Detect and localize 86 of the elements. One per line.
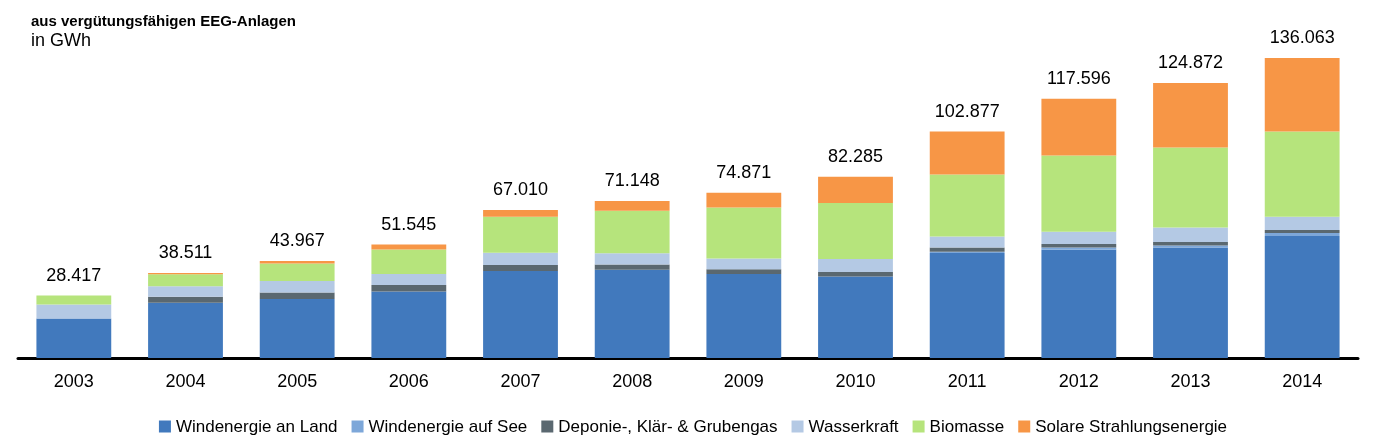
bar [148, 302, 223, 358]
bar [259, 280, 335, 293]
bar [371, 285, 447, 292]
x-tick-label: 2007 [500, 371, 541, 391]
bar [706, 258, 782, 270]
bar [1153, 147, 1228, 228]
bar [1153, 245, 1228, 248]
x-tick-label: 2012 [1058, 371, 1099, 391]
annotation: 71.148 [604, 170, 660, 191]
bar [483, 252, 558, 265]
bar [483, 216, 558, 253]
bar [36, 295, 112, 305]
legend-label: Deponie-, Klär- & Grubengas [558, 417, 778, 436]
bar [483, 265, 558, 271]
bar [1153, 227, 1228, 242]
bar [1041, 249, 1117, 358]
bar [259, 261, 335, 264]
bar [1041, 155, 1117, 232]
bar [259, 298, 335, 358]
bar [594, 253, 670, 265]
x-tick-label: 2004 [165, 371, 206, 391]
legend-label: Solare Strahlungsenergie [1035, 417, 1228, 436]
bar [706, 192, 782, 208]
bar [483, 271, 558, 358]
x-tick-label: 2011 [947, 371, 987, 391]
annotation: 67.010 [492, 179, 549, 200]
x-tick-label: 2013 [1170, 371, 1211, 391]
bar [706, 274, 782, 358]
annotation: 124.872 [1157, 51, 1224, 72]
annotation: 51.545 [381, 213, 437, 234]
x-tick-label: 2009 [723, 371, 764, 391]
bar [818, 176, 893, 203]
bar [594, 264, 670, 270]
chart-title: aus vergütungsfähigen EEG-Anlagen [31, 12, 297, 29]
legend-label: Biomasse [929, 417, 1005, 436]
bar [1153, 82, 1228, 148]
bar [1153, 247, 1228, 358]
bar [594, 269, 670, 358]
bar [706, 207, 782, 259]
bar [706, 269, 782, 274]
bar [1041, 98, 1117, 156]
x-tick-label: 2010 [835, 371, 876, 391]
bar [259, 263, 335, 281]
bar [1264, 235, 1340, 358]
bar [818, 259, 893, 272]
bar [594, 210, 670, 254]
x-tick-label: 2005 [277, 371, 318, 391]
legend-label: Windenergie an Land [175, 417, 338, 436]
bar [929, 253, 1005, 358]
annotation: 82.285 [827, 145, 884, 166]
annotation: 117.596 [1046, 67, 1111, 88]
bar [1264, 216, 1340, 230]
bar [1264, 131, 1340, 217]
annotation: 38.511 [158, 242, 213, 263]
bar [929, 174, 1005, 237]
legend-label: Windenergie auf See [368, 417, 528, 436]
bar [1041, 231, 1117, 244]
bar [929, 236, 1005, 248]
bar [371, 291, 447, 358]
x-tick-label: 2008 [612, 371, 653, 391]
x-tick-label: 2003 [53, 371, 94, 391]
bar [148, 274, 223, 287]
bar [371, 249, 447, 274]
chart-subtitle: in GWh [31, 30, 92, 50]
legend-label: Wasserkraft [808, 417, 899, 436]
bar [148, 286, 223, 297]
bar [371, 274, 447, 286]
bar [36, 304, 112, 319]
annotation: 28.417 [46, 264, 102, 285]
annotation: 102.877 [934, 100, 1000, 121]
x-tick-label: 2006 [388, 371, 429, 391]
annotation: 74.871 [716, 161, 772, 182]
annotation: 43.967 [269, 230, 325, 251]
bar [1264, 58, 1340, 132]
bar [818, 276, 893, 358]
bar [818, 202, 893, 259]
bar [36, 318, 112, 358]
bar [594, 201, 670, 211]
bar [259, 292, 335, 299]
bar [929, 247, 1005, 252]
bar [929, 131, 1005, 175]
annotation: 136.063 [1269, 27, 1335, 47]
x-tick-label: 2014 [1282, 371, 1323, 391]
bar [148, 296, 223, 303]
bar [1153, 241, 1228, 246]
bar [483, 210, 558, 217]
